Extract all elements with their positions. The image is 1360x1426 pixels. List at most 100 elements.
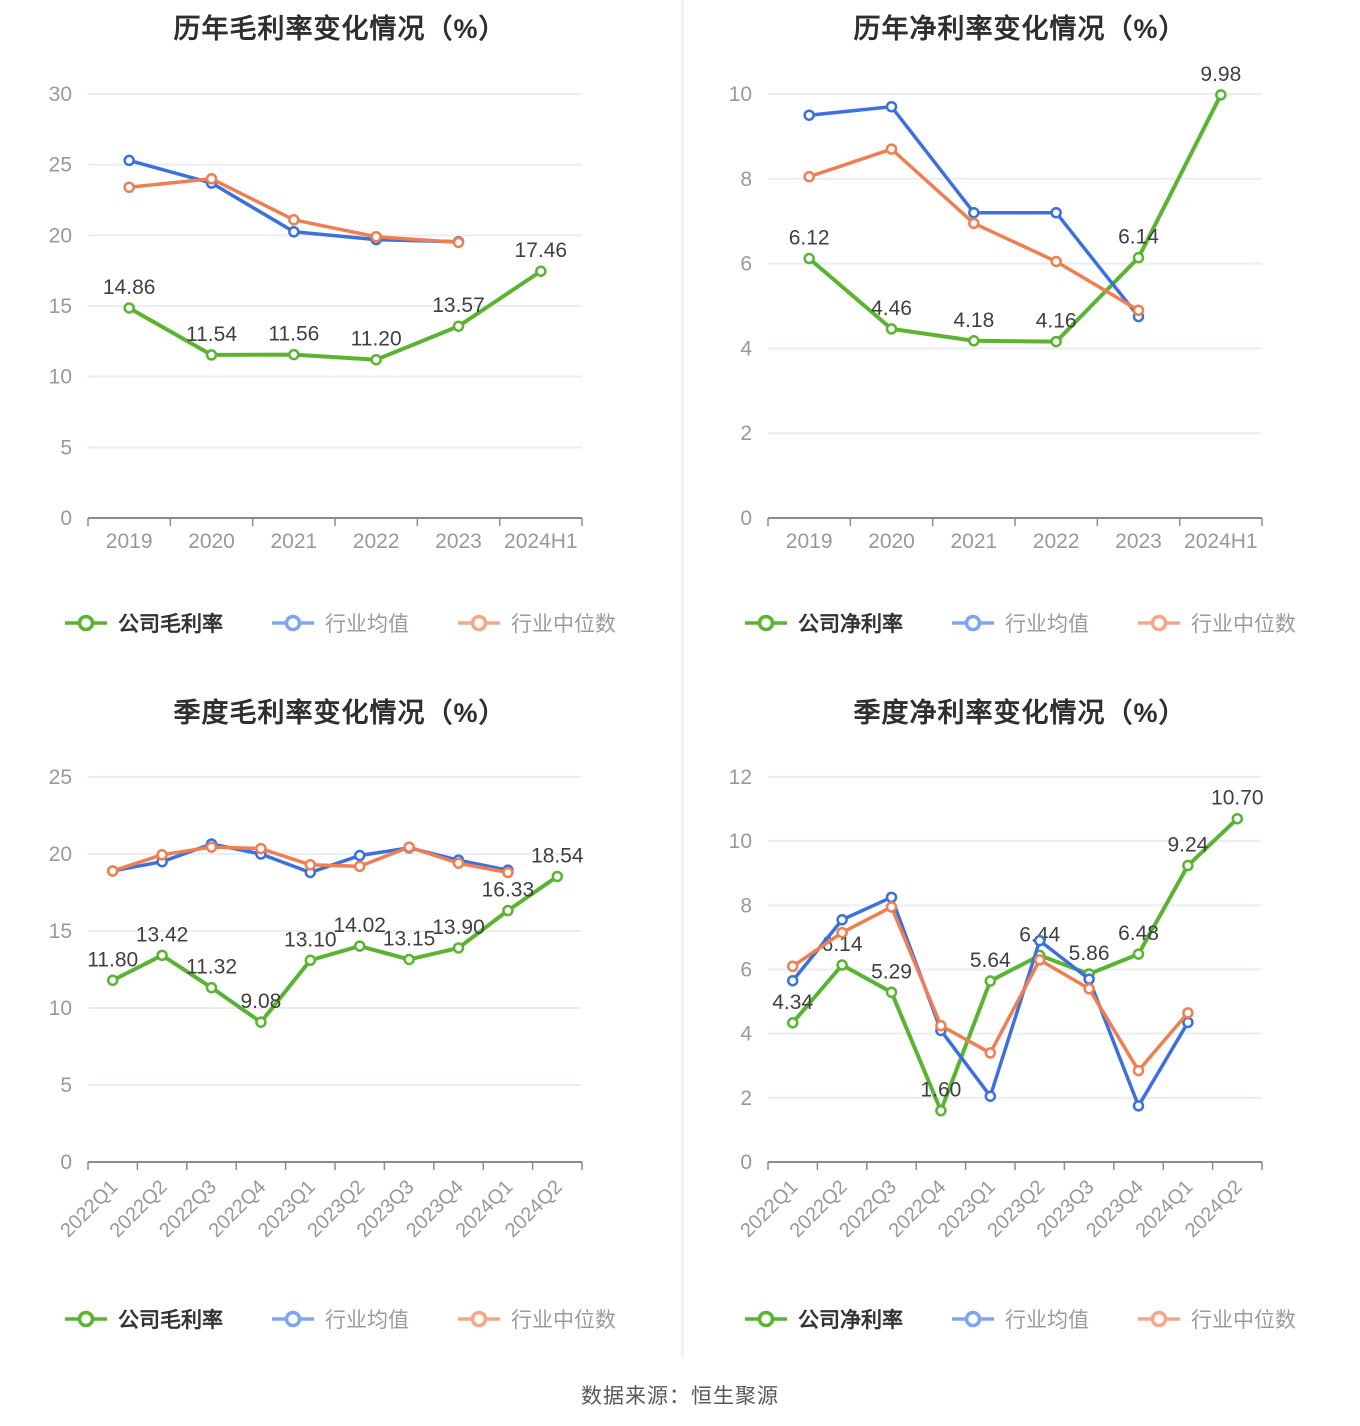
x-tick-label: 2024H1 — [1184, 530, 1258, 553]
data-label: 5.29 — [871, 960, 912, 983]
y-tick-label: 20 — [49, 224, 72, 247]
line-chart-annual-gross-margin: 0 5 10 15 20 25 30 2019 2020 2021 2022 2023 2024H1 14… — [49, 83, 583, 553]
data-point — [255, 1016, 267, 1028]
legend-annual-net-margin: 公司净利率 行业均值 行业中位数 — [744, 608, 1296, 638]
legend-marker-ring — [757, 614, 775, 632]
chart-title-quarterly-gross-margin: 季度毛利率变化情况（%） — [173, 698, 507, 728]
data-label: 13.90 — [432, 916, 485, 939]
data-point — [935, 1019, 947, 1032]
legend-item-industry-median[interactable]: 行业中位数 — [1137, 608, 1296, 638]
data-point — [968, 206, 980, 219]
legend-label: 行业均值 — [325, 1309, 409, 1332]
legend-label: 行业均值 — [1005, 1309, 1089, 1332]
data-point — [1033, 934, 1046, 947]
legend-label: 行业中位数 — [511, 1309, 616, 1332]
legend-item-industry-average[interactable]: 行业均值 — [951, 608, 1089, 638]
y-tick-label: 30 — [49, 83, 72, 106]
data-label: 4.16 — [1036, 310, 1077, 333]
data-label: 9.24 — [1167, 834, 1208, 857]
data-point — [885, 986, 898, 999]
legend-item-industry-average[interactable]: 行业均值 — [271, 1304, 409, 1334]
legend-label: 公司净利率 — [798, 1309, 903, 1332]
data-point — [535, 265, 547, 277]
legend-label: 行业均值 — [325, 613, 409, 636]
legend-item-company-series[interactable]: 公司毛利率 — [64, 608, 223, 638]
legend-annual-gross-margin: 公司毛利率 行业均值 行业中位数 — [64, 608, 616, 638]
data-label: 16.33 — [482, 879, 535, 902]
data-point — [1050, 206, 1062, 219]
data-point — [803, 109, 815, 121]
legend-label: 公司净利率 — [798, 613, 903, 636]
y-tick-label: 4 — [740, 337, 752, 360]
x-tick-label: 2024H1 — [504, 530, 578, 553]
legend-item-industry-median[interactable]: 行业中位数 — [457, 608, 616, 638]
y-tick-label: 5 — [60, 1074, 72, 1097]
data-point — [885, 891, 898, 904]
legend-item-industry-median[interactable]: 行业中位数 — [1137, 1304, 1296, 1334]
legend-item-industry-average[interactable]: 行业均值 — [951, 1304, 1089, 1334]
data-point — [452, 236, 465, 249]
legend-marker-ring — [964, 1310, 982, 1328]
y-tick-label: 2 — [740, 422, 752, 445]
data-point — [935, 1104, 947, 1117]
y-tick-label: 25 — [49, 766, 72, 789]
legend-line-marker-icon — [745, 1310, 787, 1328]
data-point — [885, 100, 898, 113]
data-point — [551, 870, 564, 883]
data-point — [1050, 255, 1062, 268]
data-point — [288, 348, 300, 361]
y-tick-label: 8 — [740, 894, 752, 917]
legend-marker-ring — [1150, 1310, 1168, 1328]
data-point — [304, 954, 317, 967]
legend-line-marker-icon — [952, 1310, 994, 1328]
data-point — [452, 857, 465, 869]
x-tick-label: 2021 — [270, 530, 317, 553]
y-tick-label: 5 — [60, 436, 72, 459]
chart-title-annual-net-margin: 历年净利率变化情况（%） — [853, 14, 1187, 44]
data-label: 13.15 — [383, 927, 436, 950]
data-label: 13.42 — [136, 923, 189, 946]
data-label: 6.12 — [789, 227, 830, 250]
line-chart-annual-net-margin: 0 2 4 6 8 10 2019 2020 2021 2022 2023 2024H1 6.12 4.4… — [729, 63, 1263, 553]
y-tick-label: 6 — [740, 959, 752, 982]
x-tick-label: 2019 — [786, 530, 833, 553]
data-point — [106, 865, 119, 877]
legend-marker-ring — [964, 614, 982, 632]
legend-marker-ring — [1150, 614, 1168, 632]
y-tick-label: 10 — [49, 997, 72, 1020]
legend-label: 行业中位数 — [1191, 1309, 1296, 1332]
legend-line-marker-icon — [65, 1310, 107, 1328]
data-label: 11.20 — [351, 328, 402, 351]
legend-item-industry-average[interactable]: 行业均值 — [271, 608, 409, 638]
data-point — [353, 860, 366, 873]
data-point — [786, 960, 799, 973]
x-tick-label: 2020 — [188, 530, 235, 553]
data-point — [984, 975, 997, 987]
data-point — [353, 940, 366, 952]
data-point — [452, 320, 465, 332]
data-label: 18.54 — [531, 844, 584, 867]
legend-item-company-series[interactable]: 公司净利率 — [744, 608, 903, 638]
y-tick-label: 0 — [740, 1151, 752, 1174]
x-tick-label: 2023 — [435, 530, 482, 553]
legend-item-industry-median[interactable]: 行业中位数 — [457, 1304, 616, 1334]
data-point — [1132, 948, 1145, 960]
data-label: 13.57 — [432, 294, 485, 317]
series-line-company — [127, 269, 543, 362]
y-tick-label: 10 — [49, 366, 72, 389]
data-point — [885, 143, 898, 155]
data-point — [1132, 304, 1145, 316]
data-point — [123, 302, 135, 314]
legend-item-company-series[interactable]: 公司净利率 — [744, 1304, 903, 1334]
y-tick-label: 25 — [49, 154, 72, 177]
data-point — [452, 942, 465, 954]
legend-line-marker-icon — [1138, 614, 1180, 632]
data-label: 4.46 — [871, 297, 912, 320]
legend-item-company-series[interactable]: 公司毛利率 — [64, 1304, 223, 1334]
chart-title-quarterly-net-margin: 季度净利率变化情况（%） — [853, 698, 1187, 728]
data-point — [836, 914, 848, 926]
data-point — [1182, 1016, 1194, 1029]
data-point — [786, 974, 799, 987]
data-label: 5.86 — [1069, 942, 1110, 965]
charts-grid: 历年毛利率变化情况（%） 0 5 10 15 20 25 30 2019 2020 2021 202… — [49, 14, 1296, 1334]
